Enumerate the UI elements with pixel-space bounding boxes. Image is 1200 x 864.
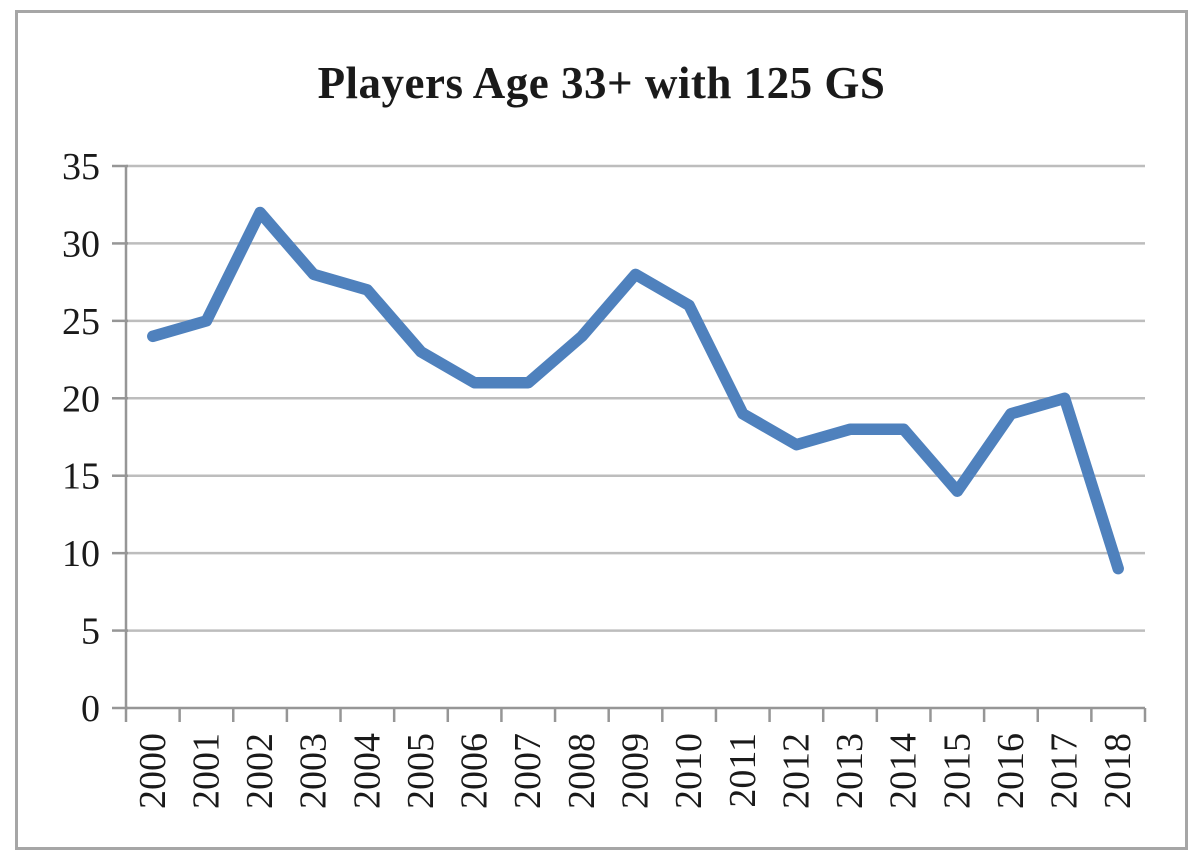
y-tick-label: 0 (81, 688, 100, 730)
y-tick-label: 30 (62, 223, 100, 265)
x-tick-label: 2004 (346, 733, 388, 809)
y-tick-label: 10 (62, 533, 100, 575)
x-tick-label: 2000 (132, 733, 174, 809)
y-tick-label: 35 (62, 146, 100, 188)
x-tick-label: 2007 (507, 733, 549, 809)
x-tick-label: 2003 (293, 733, 335, 809)
x-tick-label: 2018 (1097, 733, 1139, 809)
x-tick-label: 2006 (454, 733, 496, 809)
x-tick-label: 2001 (185, 733, 227, 809)
x-tick-label: 2012 (775, 733, 817, 809)
x-tick-label: 2008 (561, 733, 603, 809)
x-tick-label: 2017 (1044, 733, 1086, 809)
chart-title: Players Age 33+ with 125 GS (317, 58, 886, 108)
x-tick-label: 2010 (668, 733, 710, 809)
y-tick-label: 20 (62, 378, 100, 420)
x-tick-label: 2002 (239, 733, 281, 809)
x-tick-label: 2011 (722, 733, 764, 808)
y-tick-label: 25 (62, 301, 100, 343)
x-tick-label: 2016 (990, 733, 1032, 809)
series-line (147, 206, 1124, 575)
y-tick-label: 5 (81, 611, 100, 653)
x-tick-label: 2005 (400, 733, 442, 809)
chart-frame: Players Age 33+ with 125 GS (15, 10, 1188, 850)
x-tick-label: 2015 (936, 733, 978, 809)
y-tick-label: 15 (62, 456, 100, 498)
x-tick-label: 2014 (883, 733, 925, 809)
x-tick-label: 2009 (615, 733, 657, 809)
x-tick-label: 2013 (829, 733, 871, 809)
